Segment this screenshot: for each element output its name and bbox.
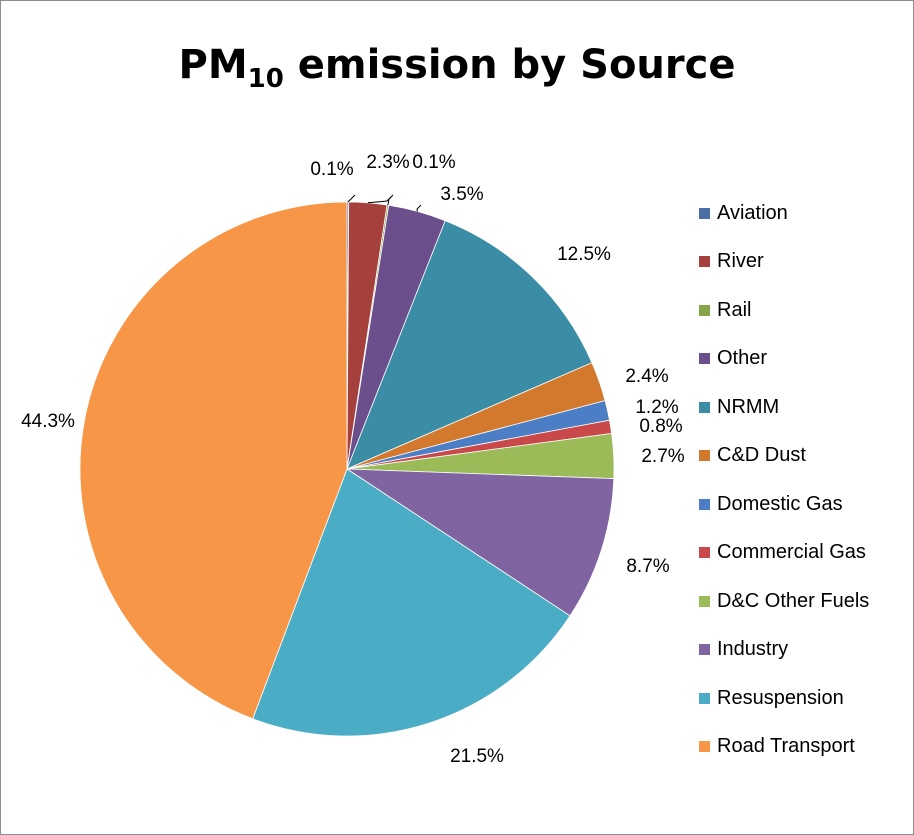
data-label: 44.3% <box>21 411 75 432</box>
leader-line <box>387 194 394 206</box>
data-label: 1.2% <box>635 397 678 418</box>
data-label: 0.1% <box>310 159 353 180</box>
data-label: 2.4% <box>625 366 668 387</box>
leader-line <box>416 204 422 212</box>
legend-label: Domestic Gas <box>717 492 843 515</box>
pie-slice-industry <box>345 468 615 617</box>
legend-label: C&D Dust <box>717 444 806 467</box>
legend-item: C&D Dust <box>699 432 869 481</box>
pie-slice-road-transport <box>79 201 348 720</box>
legend-label: Road Transport <box>717 735 855 758</box>
legend-swatch <box>699 401 710 413</box>
legend-swatch <box>699 595 710 607</box>
legend-swatch <box>699 644 710 656</box>
legend-label: Commercial Gas <box>717 541 866 564</box>
legend-label: River <box>717 250 764 273</box>
legend-item: NRMM <box>699 383 869 432</box>
legend-item: River <box>699 238 869 287</box>
legend-swatch <box>699 207 710 219</box>
chart-title-main: PM <box>178 42 248 88</box>
legend-label: NRMM <box>717 395 780 418</box>
chart-title-suffix: emission by Source <box>283 42 736 88</box>
data-label: 21.5% <box>450 746 504 767</box>
chart-title: PM10 emission by Source <box>1 35 913 95</box>
data-label: 0.8% <box>639 416 682 437</box>
legend-swatch <box>699 353 710 365</box>
legend-item: Aviation <box>699 189 869 238</box>
pie-slice-nrmm <box>346 220 593 470</box>
legend-item: Resuspension <box>699 674 869 723</box>
legend-label: Aviation <box>717 201 788 224</box>
legend-swatch <box>699 692 710 704</box>
leader-line <box>347 194 356 203</box>
chart-title-subscript: 10 <box>247 64 284 94</box>
legend-label: D&C Other Fuels <box>717 589 870 612</box>
legend-swatch <box>699 450 710 462</box>
legend-item: Industry <box>699 626 869 675</box>
legend-label: Other <box>717 347 768 370</box>
legend-swatch <box>699 304 710 316</box>
legend-swatch <box>699 256 710 268</box>
legend: Aviation River Rail Other NRMM C&D Dust Domest… <box>699 189 869 771</box>
data-label: 2.7% <box>641 446 684 467</box>
data-label: 2.3% <box>366 152 409 173</box>
legend-item: D&C Other Fuels <box>699 577 869 626</box>
data-label: 8.7% <box>626 556 669 577</box>
leader-line <box>367 196 392 204</box>
legend-item: Road Transport <box>699 723 869 772</box>
legend-swatch <box>699 741 710 753</box>
legend-item: Other <box>699 335 869 384</box>
legend-label: Resuspension <box>717 686 844 709</box>
legend-item: Commercial Gas <box>699 529 869 578</box>
legend-item: Domestic Gas <box>699 480 869 529</box>
data-label: 12.5% <box>557 244 611 265</box>
legend-label: Industry <box>717 638 789 661</box>
data-label: 3.5% <box>440 184 483 205</box>
data-label: 0.1% <box>412 152 455 173</box>
pie-slice-resuspension <box>252 468 571 737</box>
legend-item: Rail <box>699 286 869 335</box>
legend-swatch <box>699 547 710 559</box>
legend-label: Rail <box>717 298 752 321</box>
legend-swatch <box>699 498 710 510</box>
